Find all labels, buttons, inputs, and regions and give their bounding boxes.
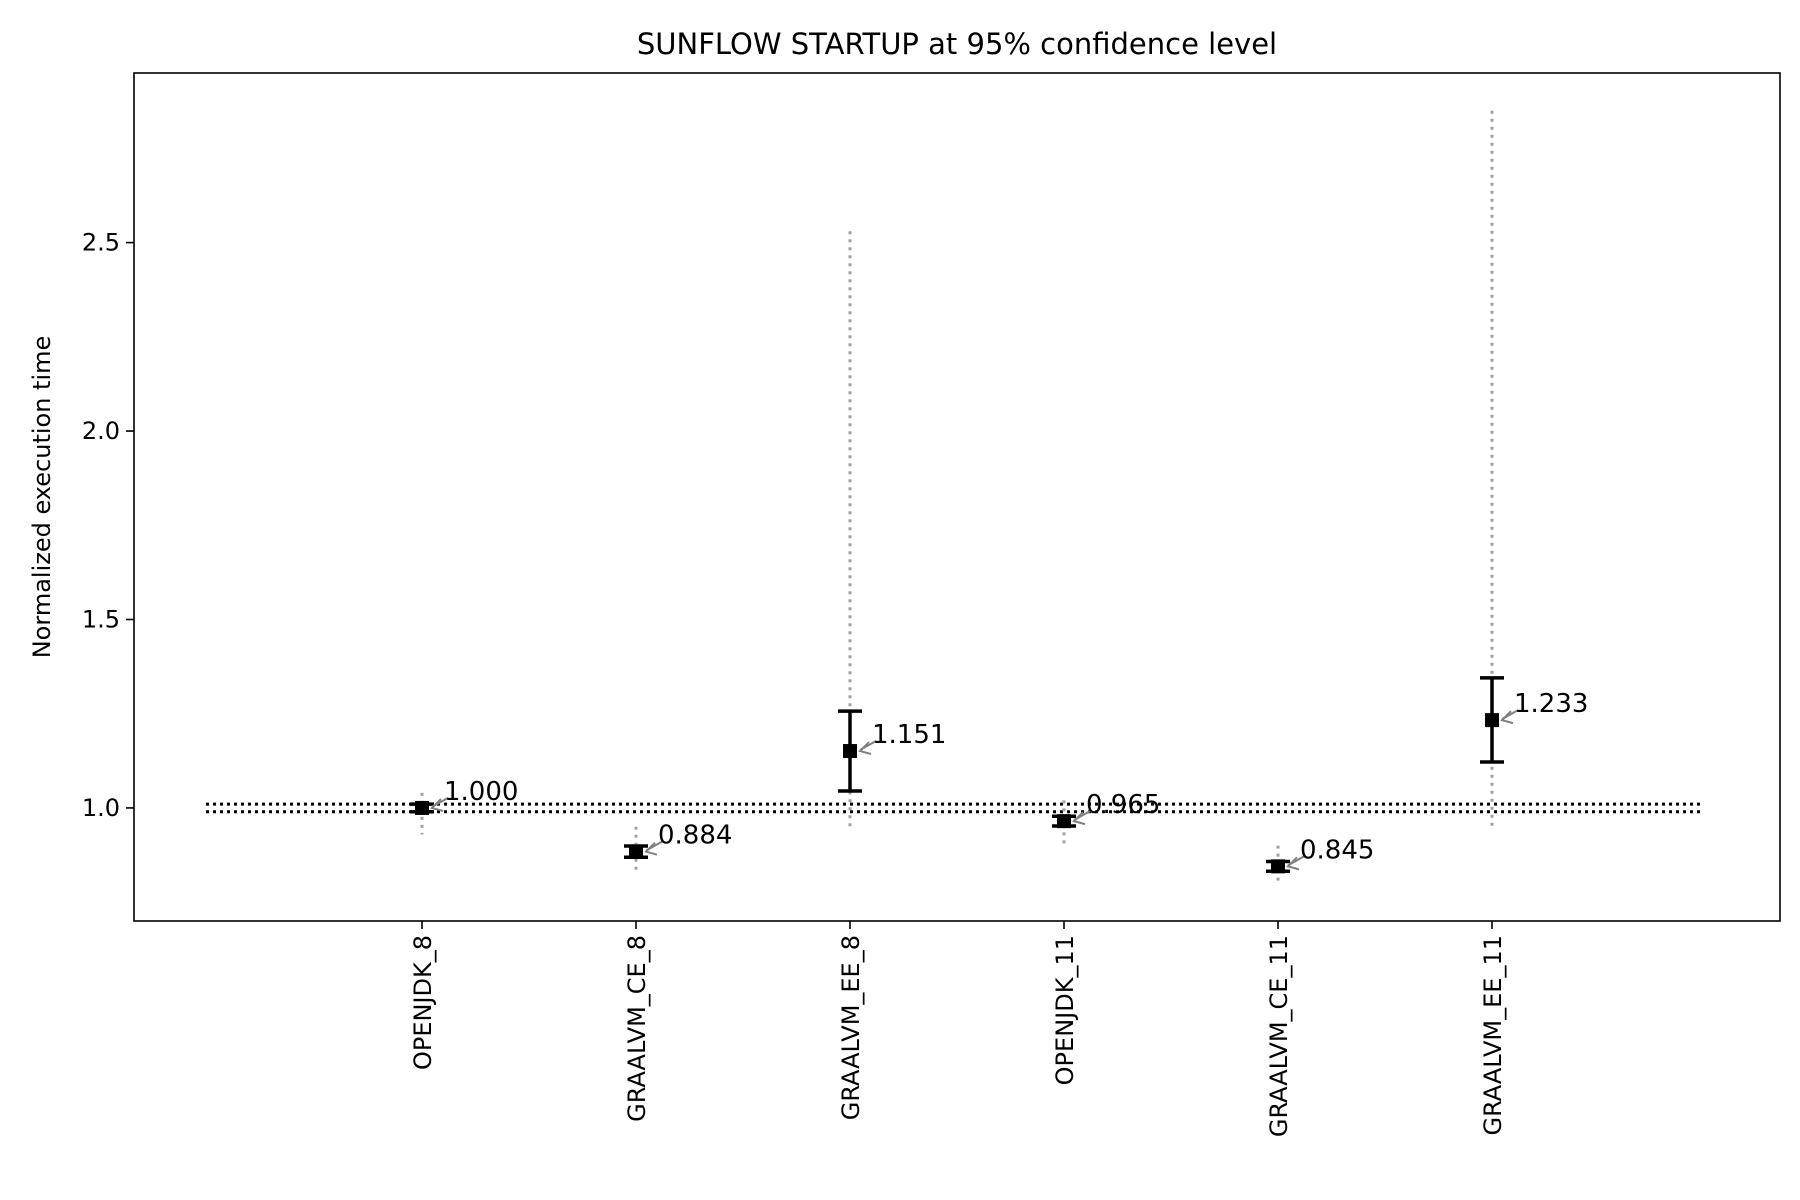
data-label: 1.233 (1514, 689, 1588, 719)
y-axis-label: Normalized execution time (28, 336, 56, 659)
data-point (1271, 859, 1285, 874)
data-label: 1.151 (872, 720, 946, 750)
data-point (415, 800, 429, 815)
annotation-arrowhead (430, 798, 444, 812)
data-point (629, 844, 643, 859)
plot-area: 1.000 0.884 1.151 0.965 0.845 1.233 (206, 110, 1702, 884)
data-label: 0.845 (1300, 835, 1374, 865)
y-axis-ticks: 1.0 1.5 2.0 2.5 (82, 229, 134, 822)
x-tick-label: GRAALVM_EE_8 (837, 935, 865, 1120)
y-tick-label: 1.0 (82, 794, 120, 822)
data-label: 0.884 (658, 821, 732, 851)
data-label: 1.000 (444, 777, 518, 807)
x-tick-label: GRAALVM_CE_11 (1265, 935, 1293, 1137)
annotation-arrowhead (1072, 811, 1086, 826)
x-tick-label: OPENJDK_11 (1051, 935, 1079, 1085)
data-label: 0.965 (1086, 790, 1160, 820)
annotation-arrowhead (1500, 710, 1514, 725)
y-tick-label: 2.5 (82, 229, 120, 257)
annotation-arrowhead (1286, 856, 1300, 871)
x-tick-label: OPENJDK_8 (409, 935, 437, 1070)
plot-frame (133, 72, 1781, 922)
data-point (1057, 814, 1071, 829)
chart-title: SUNFLOW STARTUP at 95% confidence level (637, 27, 1277, 61)
x-tick-label: GRAALVM_CE_8 (623, 935, 651, 1122)
y-tick-label: 1.5 (82, 605, 120, 633)
annotation-arrowhead (858, 741, 872, 755)
y-tick-label: 2.0 (82, 417, 120, 445)
annotation-arrowhead (644, 841, 658, 856)
x-axis-ticks: OPENJDK_8 GRAALVM_CE_8 GRAALVM_EE_8 OPENJDK… (409, 921, 1507, 1137)
x-tick-label: GRAALVM_EE_11 (1479, 935, 1507, 1136)
data-point (1485, 713, 1499, 728)
data-point (843, 744, 857, 759)
